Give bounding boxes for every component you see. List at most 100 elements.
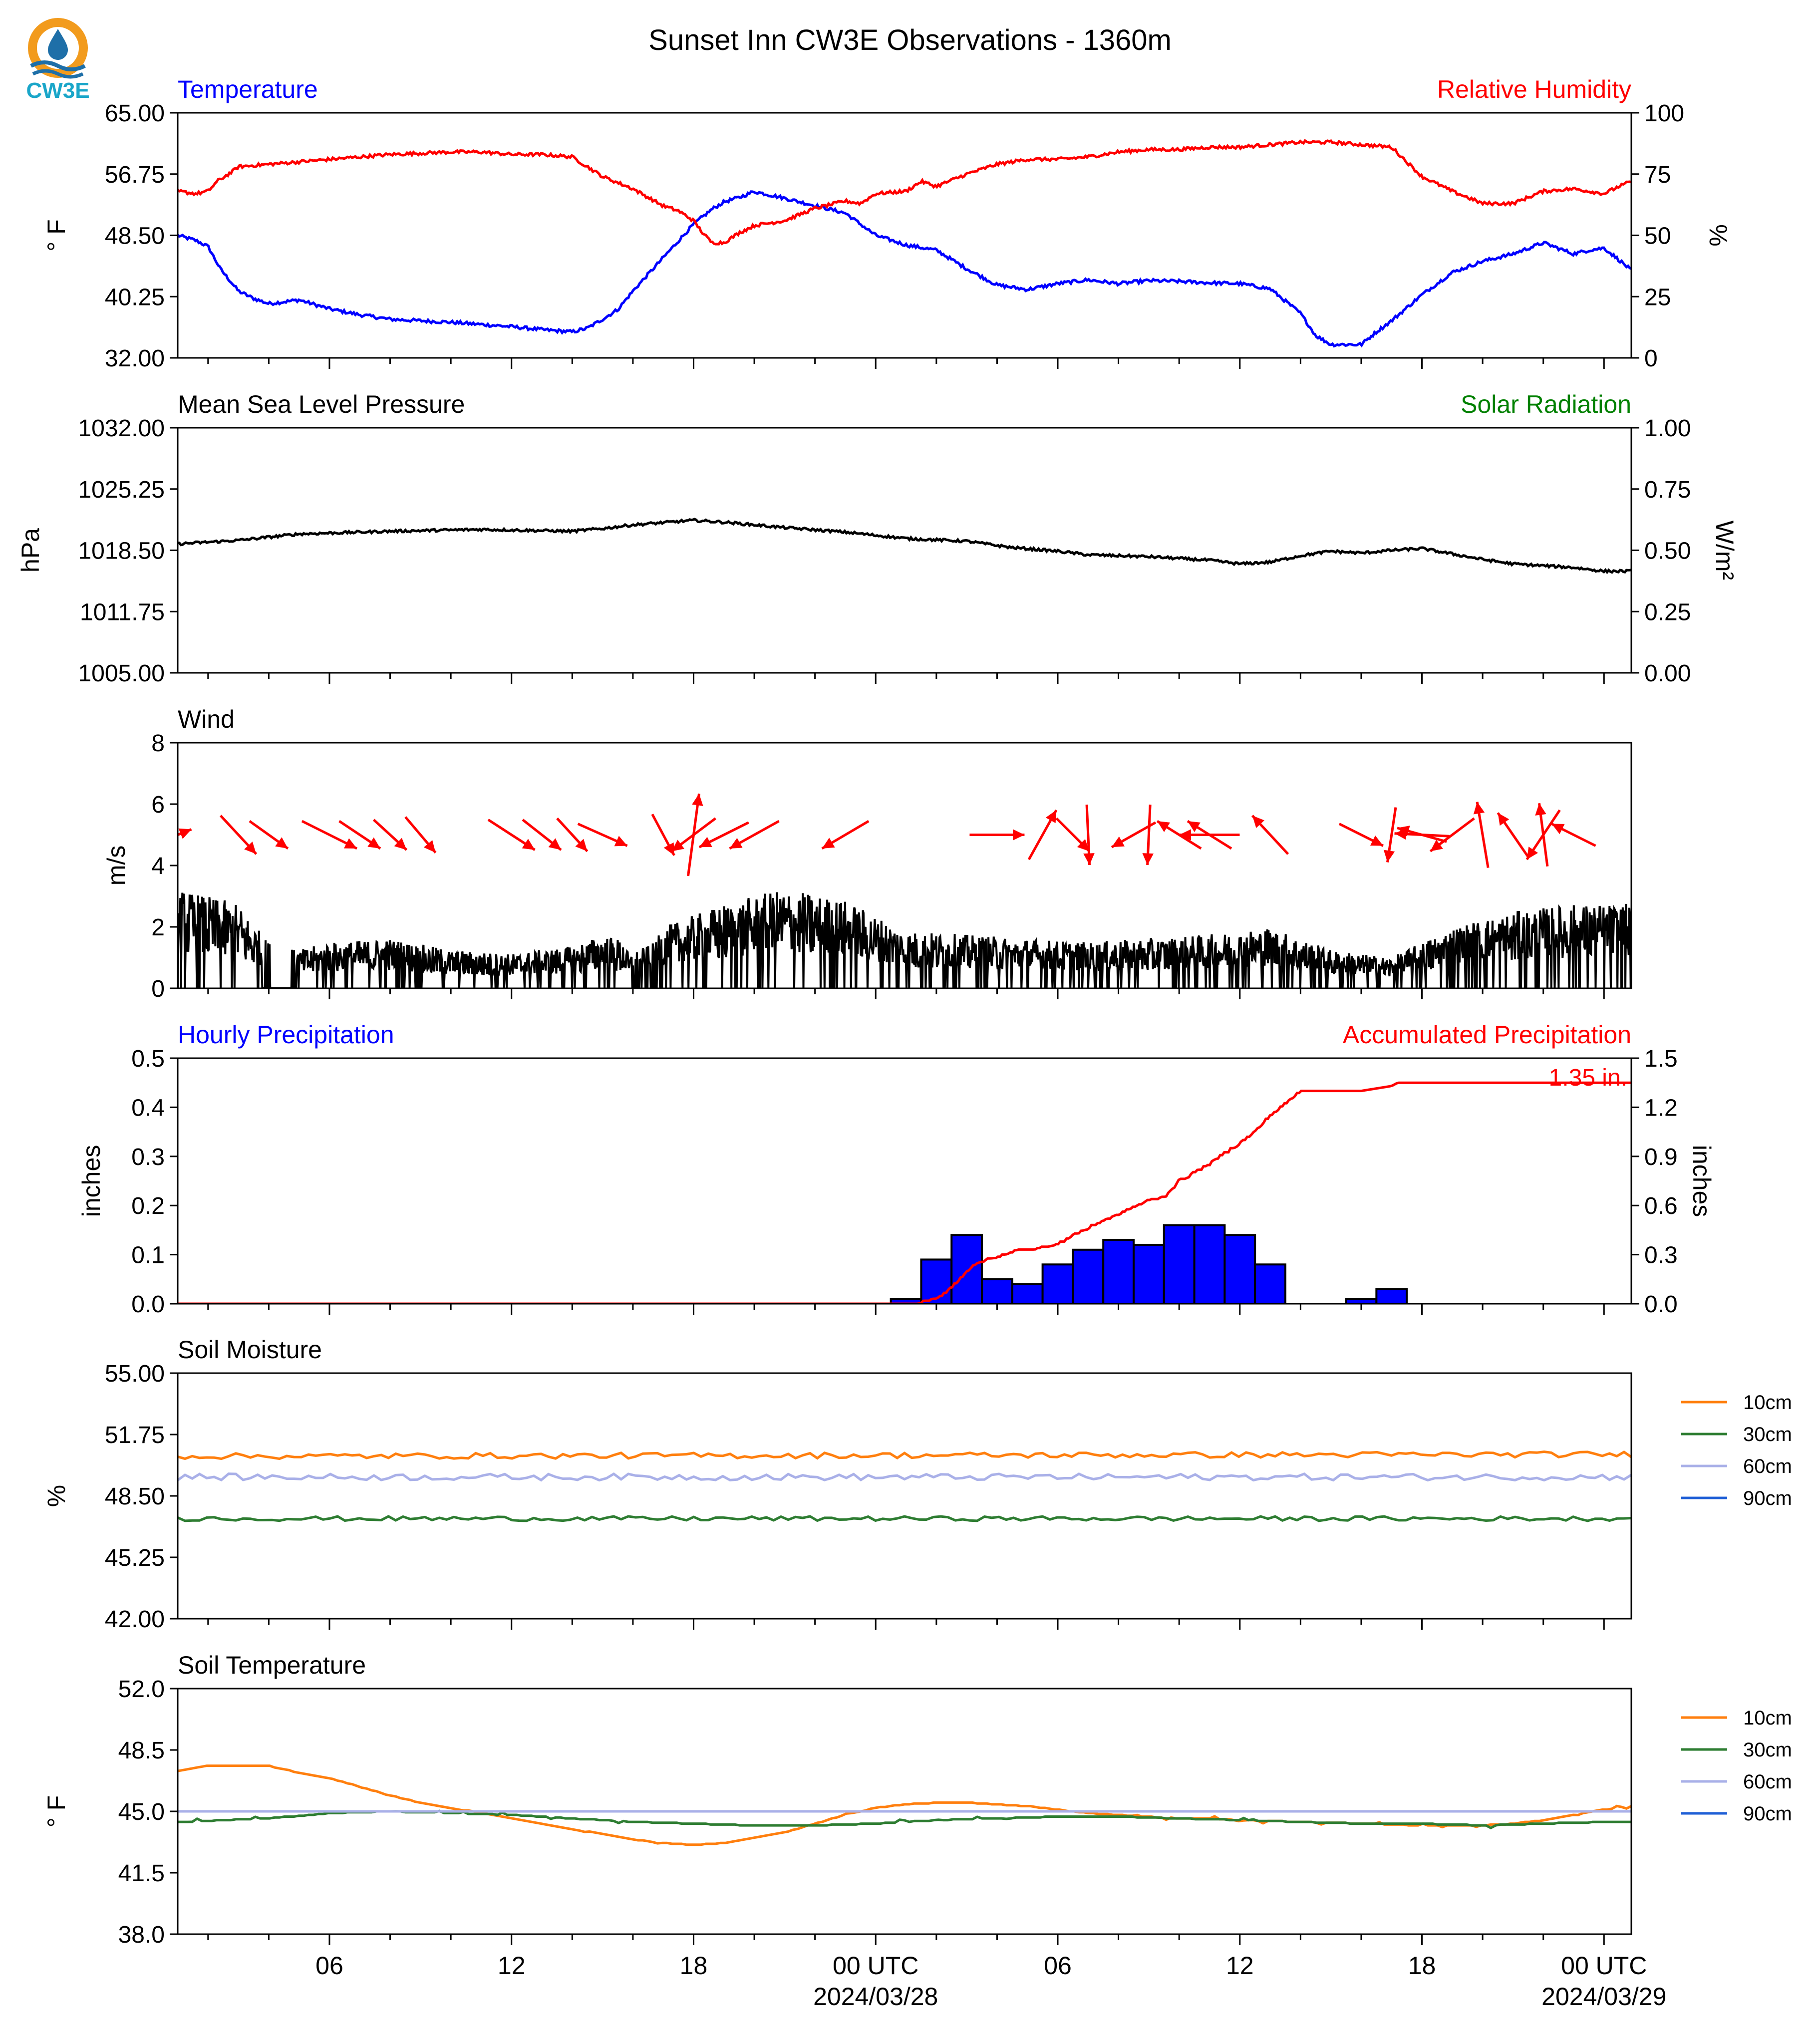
y-tick-label: 1018.50: [78, 538, 165, 565]
wind-arrow: [1027, 809, 1058, 861]
temperature-line: [178, 190, 1631, 348]
wind-arrow: [1429, 817, 1475, 853]
y-tick-label: 55.00: [105, 1361, 165, 1387]
wind-arrow: [821, 820, 870, 850]
precip-bar: [1041, 1263, 1074, 1304]
chart-title: Sunset Inn CW3E Observations - 1360m: [648, 24, 1172, 56]
wind-arrow: [522, 819, 562, 851]
wind-arrow: [1187, 820, 1232, 850]
wind-arrow: [1497, 812, 1529, 858]
y-tick-label: 6: [151, 792, 165, 818]
panel-2: Mean Sea Level Pressure Solar Radiation 10…: [16, 390, 1739, 687]
y-axis-label: ° F: [42, 1795, 70, 1827]
wind-arrow: [338, 820, 381, 850]
y2-tick-label: 0: [1644, 345, 1658, 372]
wind-arrow: [220, 815, 258, 855]
precip-bar: [1193, 1224, 1226, 1304]
y-axis-label: ° F: [42, 219, 70, 251]
panel-title-left: Temperature: [178, 75, 318, 103]
y2-tick-label: 0.00: [1644, 660, 1691, 687]
wind-arrow: [1397, 826, 1447, 843]
y2-tick-label: 0.6: [1644, 1193, 1678, 1219]
y2-axis-label: W/m²: [1711, 521, 1739, 580]
y-tick-label: 56.75: [105, 162, 165, 188]
wind-arrow: [687, 793, 703, 876]
y-tick-label: 1005.00: [78, 660, 165, 687]
wind-arrow: [1156, 820, 1202, 850]
logo-drop-icon: [48, 29, 68, 60]
y-tick-label: 51.75: [105, 1422, 165, 1449]
legend-label: 10cm: [1743, 1707, 1792, 1729]
wind-arrow: [577, 823, 628, 847]
panel-title-right: Solar Radiation: [1461, 390, 1631, 418]
wind-arrow: [1338, 823, 1384, 847]
plot-frame: [177, 427, 1632, 674]
wind-arrow: [1055, 817, 1091, 853]
legend-label: 30cm: [1743, 1739, 1792, 1761]
y-tick-label: 52.0: [118, 1676, 165, 1703]
wind-arrow: [404, 816, 437, 854]
legend-label: 90cm: [1743, 1803, 1792, 1825]
precip-bar: [1375, 1288, 1408, 1304]
wind-arrow: [1473, 802, 1490, 868]
y-tick-label: 4: [151, 853, 165, 879]
y-tick-label: 41.5: [118, 1860, 165, 1887]
wind-arrow: [1083, 804, 1095, 866]
humidity-line: [178, 139, 1631, 246]
precip-bar: [1223, 1234, 1256, 1304]
y-tick-label: 42.00: [105, 1606, 165, 1633]
y-tick-label: 45.0: [118, 1799, 165, 1825]
wind-arrow: [301, 820, 358, 850]
soil-temp-10cm-line: [178, 1764, 1631, 1846]
x-tick-label: 18: [1408, 1952, 1436, 1980]
legend-label: 30cm: [1743, 1424, 1792, 1446]
y-tick-label: 0.1: [131, 1242, 165, 1269]
y2-tick-label: 50: [1644, 223, 1671, 250]
plot-frame: [177, 1372, 1632, 1620]
y-axis-label: m/s: [102, 846, 130, 886]
y-tick-label: 0.0: [131, 1291, 165, 1318]
precip-total-label: 1.35 in.: [1549, 1065, 1627, 1091]
panel-title-left: Soil Moisture: [178, 1336, 322, 1364]
legend: 10cm 30cm 60cm 90cm: [1681, 1707, 1792, 1825]
y-tick-label: 1025.25: [78, 477, 165, 503]
wind-arrow: [729, 820, 780, 850]
x-tick-label: 00 UTC: [833, 1952, 918, 1980]
wind-arrow: [651, 814, 675, 856]
panel-title-left: Hourly Precipitation: [178, 1021, 394, 1049]
precip-bar: [1011, 1283, 1044, 1304]
plot-area: [178, 518, 1631, 575]
y2-tick-label: 1.5: [1644, 1046, 1678, 1072]
pressure-line: [178, 518, 1631, 575]
x-tick-label: 00 UTC: [1561, 1952, 1647, 1980]
y-tick-label: 1011.75: [80, 599, 165, 625]
precip-bar: [920, 1258, 953, 1304]
y-tick-label: 2: [151, 914, 165, 941]
y2-tick-label: 0.25: [1644, 599, 1691, 625]
panel-title-left: Mean Sea Level Pressure: [178, 390, 465, 418]
y-axis-label: inches: [77, 1145, 105, 1217]
y-tick-label: 0.2: [131, 1193, 165, 1219]
precip-bar: [1254, 1263, 1286, 1304]
wind-arrow: [1142, 804, 1154, 866]
panel-3: Wind 0 2 4 6 8 m/s: [102, 705, 1632, 1002]
soil-moisture-30cm-line: [178, 1515, 1631, 1522]
y-tick-label: 48.50: [105, 1483, 165, 1510]
panel-6: Soil Temperature 38.0 41.5 45.0 48.5 52.0 ° F 0…: [42, 1651, 1792, 2011]
y-axis-label: hPa: [16, 528, 44, 573]
soil-moisture-60cm-line: [178, 1472, 1631, 1482]
y-tick-label: 45.25: [105, 1545, 165, 1571]
y2-tick-label: 0.0: [1644, 1291, 1678, 1318]
wind-arrow: [698, 821, 749, 849]
precip-bar: [1072, 1248, 1105, 1304]
x-tick-label: 18: [680, 1952, 708, 1980]
y2-tick-label: 0.75: [1644, 477, 1691, 503]
legend: 10cm 30cm 60cm 90cm: [1681, 1392, 1792, 1509]
y-tick-label: 0: [151, 976, 165, 1002]
panel-title-left: Soil Temperature: [178, 1651, 366, 1679]
plot-area: [178, 793, 1631, 988]
y-tick-label: 1032.00: [78, 415, 165, 442]
y2-tick-label: 1.2: [1644, 1095, 1678, 1121]
legend-label: 60cm: [1743, 1455, 1792, 1477]
